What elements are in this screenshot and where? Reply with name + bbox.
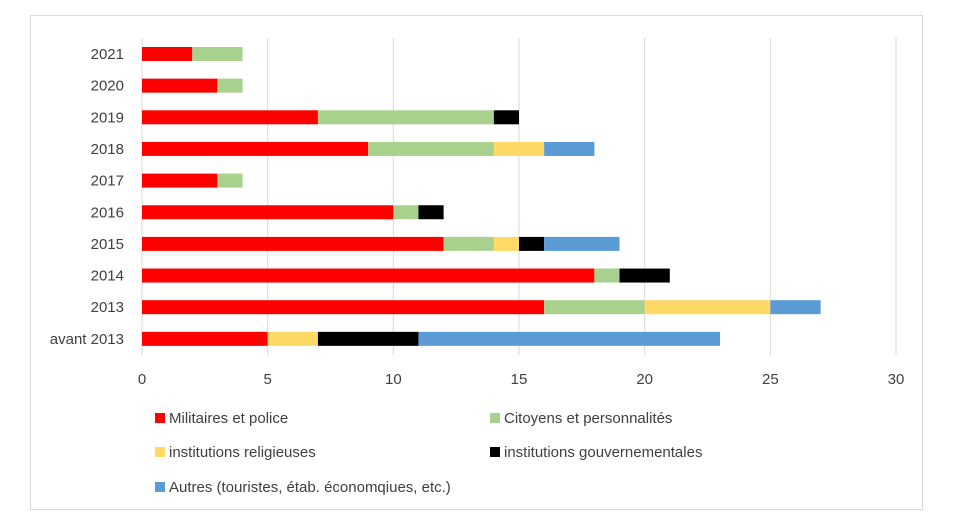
bar-segment-3 (267, 331, 318, 346)
bar-segment-4 (619, 268, 670, 283)
legend-swatch-2 (490, 413, 500, 423)
x-tick-label-20: 20 (636, 371, 653, 388)
x-tick-label-25: 25 (762, 371, 779, 388)
bar-segment-2 (317, 110, 494, 125)
y-category-label: 2016 (91, 204, 124, 221)
bar-segment-1 (142, 268, 595, 283)
legend-swatch-3 (155, 447, 165, 457)
bar-segment-4 (418, 205, 444, 220)
bar-segment-1 (142, 141, 369, 156)
chart-frame (30, 15, 923, 510)
bar-segment-1 (142, 173, 218, 188)
x-tick-label-15: 15 (511, 371, 528, 388)
bar-segment-1 (142, 331, 268, 346)
legend-swatch-1 (155, 413, 165, 423)
bar-segment-5 (544, 141, 595, 156)
bar-segment-5 (418, 331, 721, 346)
bar-segment-3 (493, 141, 545, 156)
legend-label-1: Militaires et police (169, 410, 288, 427)
y-category-label: 2019 (91, 109, 124, 126)
x-tick-label-30: 30 (888, 371, 905, 388)
legend-label-5: Autres (touristes, étab. économqiues, et… (169, 479, 451, 496)
y-category-label: 2015 (91, 236, 124, 253)
y-category-label: 2017 (91, 173, 124, 190)
x-tick-label-0: 0 (138, 371, 146, 388)
bar-segment-2 (217, 173, 243, 188)
y-category-label: 2014 (91, 268, 124, 285)
legend-swatch-5 (155, 482, 165, 492)
y-category-label: 2020 (91, 78, 124, 95)
bar-segment-2 (544, 300, 645, 315)
bar-segment-5 (770, 300, 821, 315)
bar-segment-2 (217, 78, 243, 93)
bar-segment-4 (317, 331, 419, 346)
legend-label-4: institutions gouvernementales (504, 444, 702, 461)
bar-segment-3 (644, 300, 771, 315)
legend-swatch-4 (490, 447, 500, 457)
x-tick-label-5: 5 (263, 371, 271, 388)
y-category-label: 2021 (91, 46, 124, 63)
bar-segment-1 (142, 110, 318, 125)
bar-segment-4 (493, 110, 519, 125)
bar-segment-4 (519, 236, 545, 251)
y-category-label: avant 2013 (50, 331, 124, 348)
x-tick-label-10: 10 (385, 371, 402, 388)
bar-segment-1 (142, 236, 444, 251)
bar-segment-2 (368, 141, 494, 156)
bar-segment-1 (142, 47, 193, 61)
bar-segment-2 (443, 236, 494, 251)
bar-segment-3 (493, 236, 519, 251)
bar-segment-1 (142, 78, 218, 93)
bar-segment-2 (594, 268, 620, 283)
bar-segment-2 (192, 47, 243, 61)
bar-segment-2 (393, 205, 419, 220)
bar-segment-1 (142, 300, 545, 315)
bar-segment-1 (142, 205, 394, 220)
y-category-label: 2013 (91, 299, 124, 316)
y-category-label: 2018 (91, 141, 124, 158)
bar-segment-5 (544, 236, 620, 251)
legend-label-3: institutions religieuses (169, 444, 316, 461)
legend-label-2: Citoyens et personnalités (504, 410, 672, 427)
